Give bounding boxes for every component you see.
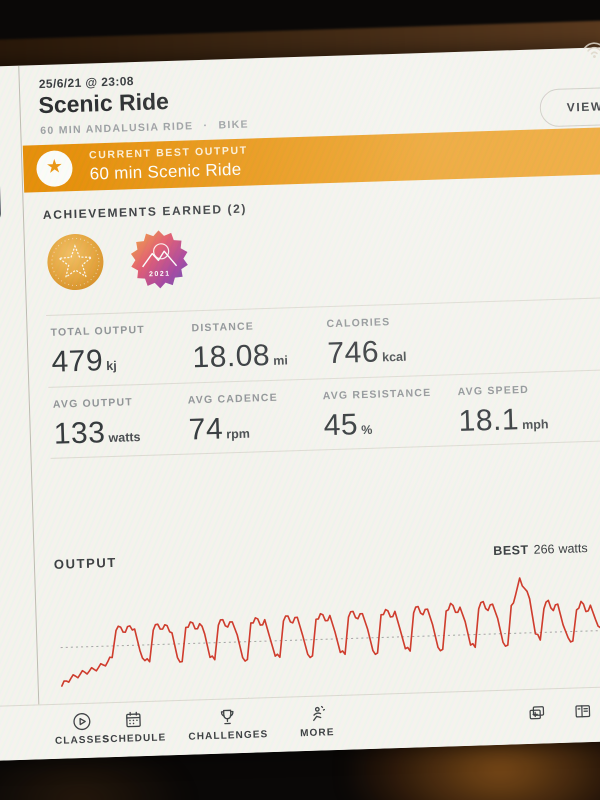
stat-unit: mph xyxy=(521,417,549,433)
nav-item-classes[interactable]: CLASSES xyxy=(54,710,110,747)
badge-year-text: 2021 xyxy=(149,271,171,279)
star-glyph: ★ xyxy=(45,156,64,178)
best-unit: watts xyxy=(558,541,588,556)
stat-avg-resistance: AVG RESISTANCE 45% xyxy=(322,386,432,443)
stat-avg-cadence: AVG CADENCE 74 rpm xyxy=(187,391,278,447)
achievements-heading: ACHIEVEMENTS EARNED (2) xyxy=(42,201,248,223)
class-name: 60 MIN ANDALUSIA RIDE xyxy=(40,120,194,138)
class-subtitle: 60 MIN ANDALUSIA RIDE · BIKE xyxy=(40,118,255,138)
stat-unit: kcal xyxy=(381,349,407,365)
banner-texts: CURRENT BEST OUTPUT 60 min Scenic Ride xyxy=(89,145,249,185)
annual-2021-badge-icon: 2021 xyxy=(130,230,188,289)
stats-row-primary: TOTAL OUTPUT 479 kj DISTANCE 18.08 mi CALO… xyxy=(50,309,600,380)
add-to-stack-icon[interactable] xyxy=(527,702,548,723)
stat-unit: kj xyxy=(106,358,117,374)
stat-unit: watts xyxy=(108,430,141,446)
play-circle-icon xyxy=(73,713,91,731)
output-title: OUTPUT xyxy=(53,554,118,572)
nav-item-more[interactable]: MORE xyxy=(299,703,335,739)
stat-calories: CALORIES 746 kcal xyxy=(326,316,407,371)
stat-value: 18.1 xyxy=(458,403,520,439)
view-button[interactable]: VIEW xyxy=(539,86,600,128)
stat-value: 133 xyxy=(53,416,106,451)
underlying-dark-button[interactable] xyxy=(0,142,2,224)
stat-value: 746 xyxy=(326,335,380,371)
banner-label: CURRENT BEST OUTPUT xyxy=(88,144,248,162)
page-title: Scenic Ride xyxy=(38,88,170,119)
wifi-icon xyxy=(583,42,600,58)
output-chart xyxy=(52,561,600,709)
stat-distance: DISTANCE 18.08 mi xyxy=(191,320,289,375)
stat-unit: rpm xyxy=(226,426,251,442)
best-output-readout: BEST 266 watts A xyxy=(493,541,588,559)
journal-icon[interactable] xyxy=(572,701,593,722)
nav-item-schedule[interactable]: SCHEDULE xyxy=(102,708,167,745)
stats-row-secondary: AVG OUTPUT 133 watts AVG CADENCE 74 rpm AV… xyxy=(53,381,600,452)
current-best-banner: ★ CURRENT BEST OUTPUT 60 min Scenic Ride xyxy=(22,126,600,193)
bottom-nav: CLASSES SCHEDULE xyxy=(0,685,600,761)
stat-value: 74 xyxy=(188,412,224,447)
activity-person-icon xyxy=(312,705,325,722)
workout-summary-panel: 25/6/21 @ 23:08 Scenic Ride 60 MIN ANDAL… xyxy=(20,47,600,759)
equipment-label: BIKE xyxy=(218,118,250,132)
trophy-icon xyxy=(221,709,234,725)
stat-value: 45 xyxy=(323,408,359,443)
stat-value: 18.08 xyxy=(191,338,271,375)
stat-value: 479 xyxy=(51,344,104,379)
subtitle-separator: · xyxy=(203,119,209,132)
stat-total-output: TOTAL OUTPUT 479 kj xyxy=(50,323,146,379)
output-line-chart xyxy=(60,577,600,705)
stat-avg-speed: AVG SPEED 18.1 mph xyxy=(457,383,549,439)
calendar-icon xyxy=(126,711,142,728)
gold-star-medal-icon xyxy=(47,234,104,291)
star-medal-icon: ★ xyxy=(35,149,74,187)
stat-avg-output: AVG OUTPUT 133 watts xyxy=(52,396,141,451)
nav-item-challenges[interactable]: CHALLENGES xyxy=(188,705,268,743)
tablet-screen: ts 25/6/21 @ 23:08 Scenic Ride 60 MIN AN… xyxy=(0,47,600,761)
stat-unit: mi xyxy=(272,353,289,368)
banner-value: 60 min Scenic Ride xyxy=(89,159,242,184)
achievement-badges: 2021 xyxy=(43,227,191,294)
stat-unit: % xyxy=(361,422,373,438)
